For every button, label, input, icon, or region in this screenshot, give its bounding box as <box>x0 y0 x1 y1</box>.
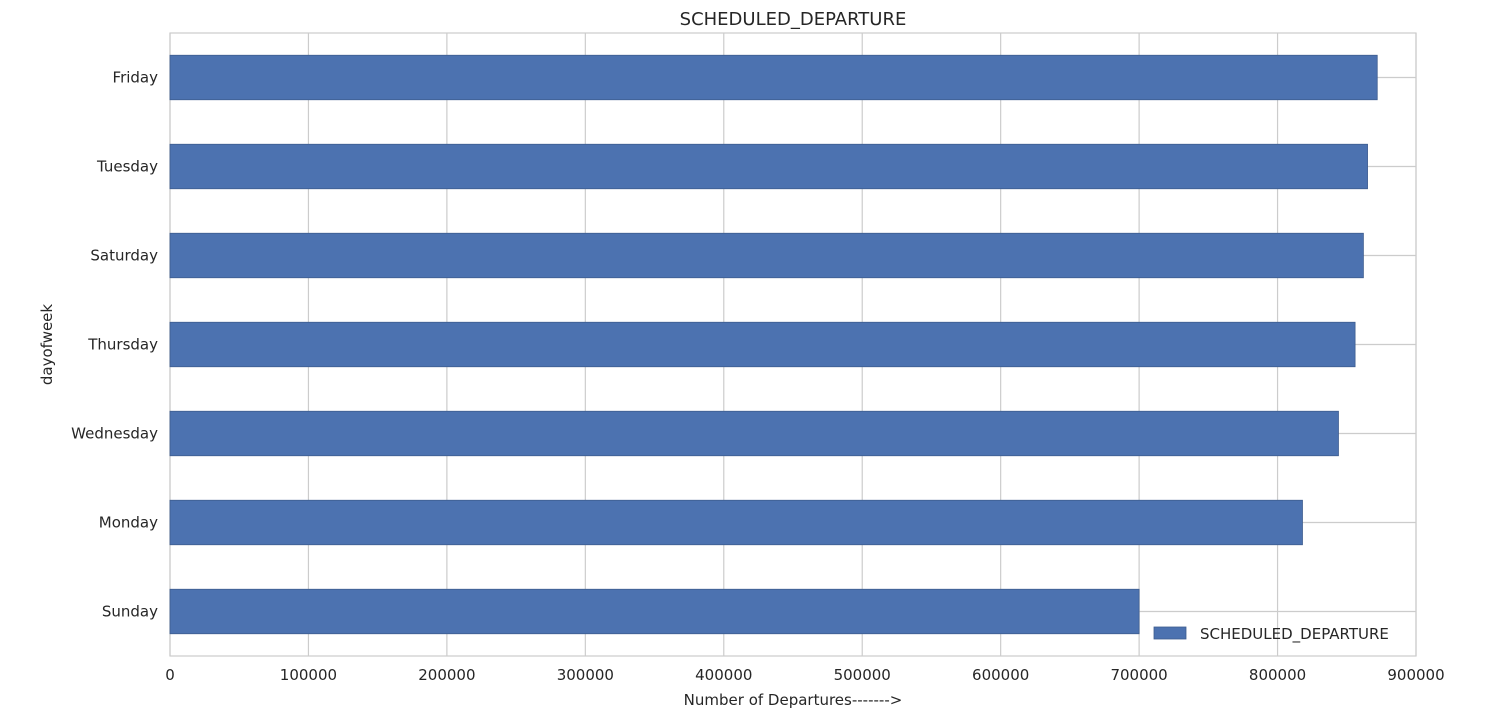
x-tick-label: 900000 <box>1387 666 1444 684</box>
y-tick-label: Thursday <box>87 336 158 354</box>
x-axis-label: Number of Departures-------> <box>684 691 903 709</box>
bars <box>169 54 1378 635</box>
legend-swatch <box>1153 626 1187 640</box>
bar-sunday <box>169 588 1140 635</box>
x-tick-label: 600000 <box>972 666 1029 684</box>
legend: SCHEDULED_DEPARTURE <box>1153 625 1389 644</box>
x-tick-label: 800000 <box>1249 666 1306 684</box>
x-tick-label: 700000 <box>1110 666 1167 684</box>
x-tick-label: 400000 <box>695 666 752 684</box>
x-tick-label: 500000 <box>834 666 891 684</box>
legend-label: SCHEDULED_DEPARTURE <box>1200 625 1389 644</box>
x-tick-label: 200000 <box>418 666 475 684</box>
chart-title: SCHEDULED_DEPARTURE <box>680 9 907 30</box>
x-tick-labels: 0 100000 200000 300000 400000 500000 600000 700… <box>165 666 1444 684</box>
x-tick-label: 0 <box>165 666 175 684</box>
bar-tuesday <box>169 143 1368 190</box>
y-tick-label: Tuesday <box>96 158 158 176</box>
bar-thursday <box>169 321 1356 368</box>
bar-friday <box>169 54 1378 101</box>
bar-wednesday <box>169 410 1339 457</box>
y-tick-label: Saturday <box>90 247 158 265</box>
x-tick-label: 300000 <box>557 666 614 684</box>
y-tick-labels: Friday Tuesday Saturday Thursday Wednesday Mo… <box>71 69 158 621</box>
y-tick-label: Friday <box>113 69 159 87</box>
bar-saturday <box>169 232 1364 279</box>
y-tick-label: Wednesday <box>71 425 158 443</box>
bar-monday <box>169 499 1303 546</box>
y-tick-label: Sunday <box>102 603 158 621</box>
x-tick-label: 100000 <box>280 666 337 684</box>
y-axis-label: dayofweek <box>38 304 56 386</box>
y-tick-label: Monday <box>99 514 158 532</box>
